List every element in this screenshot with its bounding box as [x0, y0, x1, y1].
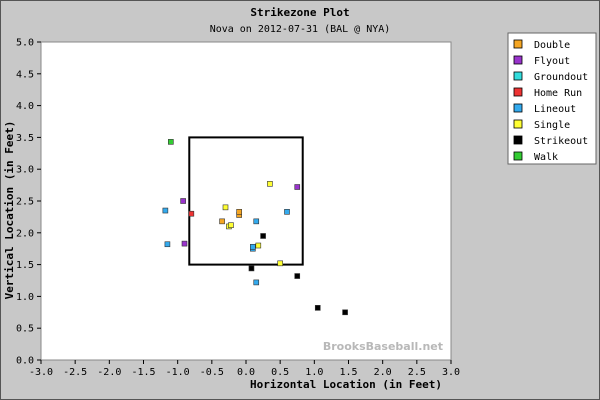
y-tick-label: 1.0 — [16, 292, 34, 303]
legend-swatch — [513, 103, 523, 113]
legend-swatch — [513, 55, 523, 65]
pitch-point-flyout — [180, 198, 186, 204]
watermark: BrooksBaseball.net — [323, 340, 443, 353]
y-axis-label: Vertical Location (in Feet) — [3, 121, 16, 300]
x-tick-label: -2.0 — [97, 367, 121, 378]
chart-title: Strikezone Plot — [250, 6, 349, 19]
y-tick-label: 5.0 — [16, 38, 34, 49]
x-tick-label: -1.0 — [166, 367, 190, 378]
plot-area — [40, 41, 452, 361]
pitch-point-lineout — [164, 241, 171, 248]
pitch-point-flyout — [294, 184, 301, 190]
x-tick-label: 1.0 — [305, 367, 323, 378]
legend-swatch — [513, 71, 523, 81]
pitch-point-strikeout — [248, 265, 255, 272]
legend-label: Walk — [534, 152, 558, 163]
x-tick-label: 1.5 — [339, 367, 357, 378]
pitch-point-single — [267, 181, 273, 187]
chart-subtitle: Nova on 2012-07-31 (BAL @ NYA) — [210, 24, 391, 35]
pitch-point-double — [219, 218, 225, 225]
x-tick-label: 2.0 — [374, 367, 392, 378]
y-tick-label: 1.5 — [16, 260, 34, 271]
x-tick-label: 2.5 — [408, 367, 426, 378]
strike-zone-box — [188, 136, 304, 266]
legend-label: Strikeout — [534, 136, 588, 147]
y-tick-label: 0.0 — [16, 356, 34, 367]
legend-label: Groundout — [534, 72, 588, 83]
pitch-point-lineout — [250, 243, 256, 250]
x-tick-label: 3.0 — [442, 367, 460, 378]
pitch-point-single — [255, 242, 262, 249]
y-tick-label: 4.0 — [16, 101, 34, 112]
y-tick-label: 0.5 — [16, 324, 34, 335]
pitch-point-flyout — [181, 240, 188, 247]
x-tick-label: -3.0 — [29, 367, 53, 378]
x-axis-label: Horizontal Location (in Feet) — [250, 378, 442, 391]
x-axis-ticks: -3.0 -2.5 -2.0 -1.5 -1.0 -0.5 0.0 0.5 1.0 1.5 2.0 2… — [29, 360, 460, 378]
legend-label: Single — [534, 120, 570, 131]
pitch-point-lineout — [253, 279, 260, 286]
y-tick-label: 3.0 — [16, 165, 34, 176]
legend-swatch — [513, 151, 523, 161]
legend-label: Lineout — [534, 104, 576, 115]
legend-label: Home Run — [534, 88, 582, 99]
legend-label: Flyout — [534, 56, 570, 67]
y-tick-label: 3.5 — [16, 133, 34, 144]
y-tick-label: 2.5 — [16, 197, 34, 208]
y-axis-ticks: 0.0 0.5 1.0 1.5 2.0 2.5 3.0 3.5 4.0 4.5 5.0 — [16, 38, 41, 367]
pitch-point-home-run — [188, 210, 195, 217]
pitch-points — [162, 139, 348, 316]
pitch-point-single — [277, 260, 283, 267]
y-tick-label: 4.5 — [16, 69, 34, 80]
pitch-point-double — [236, 209, 242, 215]
pitch-point-single — [228, 222, 234, 228]
x-tick-label: -2.5 — [63, 367, 87, 378]
legend-box — [507, 32, 597, 165]
y-tick-label: 2.0 — [16, 228, 34, 239]
legend-swatch — [513, 119, 523, 129]
pitch-point-lineout — [284, 209, 290, 215]
pitch-point-strikeout — [260, 233, 266, 239]
pitch-point-strikeout — [294, 273, 301, 279]
legend-swatch — [513, 39, 523, 49]
pitch-point-lineout — [253, 218, 260, 225]
legend: Double Flyout Groundout Home Run Lineout Sing… — [507, 32, 597, 165]
x-tick-label: -1.5 — [131, 367, 155, 378]
pitch-point-single — [222, 204, 229, 211]
x-tick-label: 0.0 — [237, 367, 255, 378]
pitch-point-strikeout — [314, 305, 321, 311]
legend-swatch — [513, 87, 523, 97]
pitch-point-walk — [168, 139, 174, 145]
x-tick-label: -0.5 — [200, 367, 224, 378]
legend-swatch — [513, 135, 523, 145]
pitch-point-strikeout — [342, 309, 348, 316]
x-tick-label: 0.5 — [271, 367, 289, 378]
legend-label: Double — [534, 40, 570, 51]
pitch-point-lineout — [162, 207, 169, 214]
